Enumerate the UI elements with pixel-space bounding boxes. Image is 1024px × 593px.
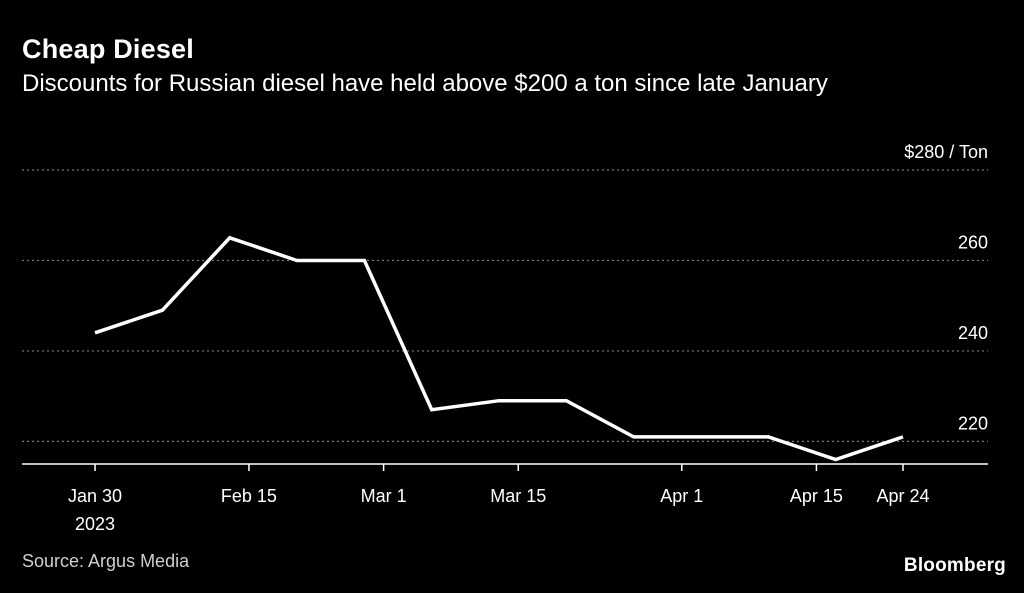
x-tick-label: Apr 1 xyxy=(660,486,703,506)
chart-title: Cheap Diesel xyxy=(22,34,194,64)
series-line-0 xyxy=(94,235,904,462)
y-axis-labels: $280 / Ton 260 240 220 xyxy=(904,142,988,433)
x-tick-label: Jan 30 xyxy=(68,486,122,506)
source-note: Source: Argus Media xyxy=(22,551,190,571)
x-tick-sublabel: 2023 xyxy=(75,514,115,534)
x-tick-label: Mar 1 xyxy=(361,486,407,506)
y-tick-label-260: 260 xyxy=(958,232,988,252)
x-axis: Jan 30 2023 Feb 15 Mar 1 Mar 15 Apr 1 Apr 15 Ap… xyxy=(22,463,988,534)
y-tick-label-240: 240 xyxy=(958,323,988,343)
bloomberg-logo: Bloomberg xyxy=(903,555,1006,576)
chart-subtitle: Discounts for Russian diesel have held a… xyxy=(22,70,828,97)
x-tick-label: Feb 15 xyxy=(221,486,277,506)
x-tick-label: Apr 15 xyxy=(790,486,843,506)
series xyxy=(94,235,904,462)
x-tick-label: Mar 15 xyxy=(490,486,546,506)
y-tick-label-280: $280 / Ton xyxy=(904,142,988,162)
gridlines xyxy=(22,169,988,442)
y-tick-label-220: 220 xyxy=(958,413,988,433)
x-tick-label: Apr 24 xyxy=(876,486,929,506)
